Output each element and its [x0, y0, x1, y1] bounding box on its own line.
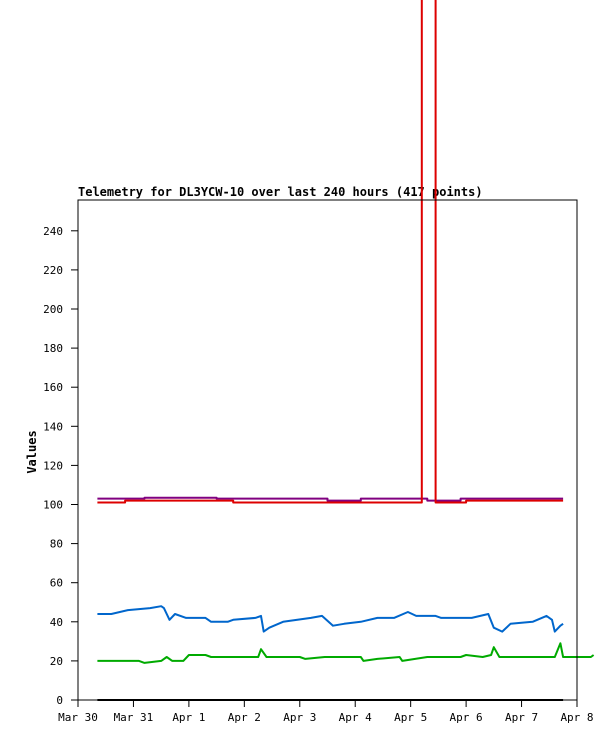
x-tick-label: Apr 5 [394, 711, 427, 724]
y-axis-label: Values [25, 430, 39, 473]
y-tick-label: 220 [43, 264, 63, 277]
series-layer [97, 0, 595, 701]
x-tick-label: Mar 30 [58, 711, 98, 724]
y-tick-label: 20 [50, 655, 63, 668]
y-tick-label: 0 [56, 694, 63, 707]
chart-title: Telemetry for DL3YCW-10 over last 240 ho… [78, 185, 483, 199]
series-line-4 [97, 642, 595, 664]
x-tick-label: Apr 8 [560, 711, 593, 724]
y-tick-label: 120 [43, 459, 63, 472]
x-tick-label: Apr 1 [172, 711, 205, 724]
plot-frame [77, 199, 578, 701]
x-tick-label: Apr 3 [283, 711, 316, 724]
x-tick-label: Mar 31 [114, 711, 154, 724]
y-tick-label: 40 [50, 616, 63, 629]
series-line-2 [97, 0, 564, 504]
y-tick-label: 200 [43, 303, 63, 316]
x-tick-label: Apr 6 [450, 711, 483, 724]
y-tick-label: 80 [50, 538, 63, 551]
x-tick-label: Apr 2 [228, 711, 261, 724]
y-tick-label: 60 [50, 577, 63, 590]
y-tick-label: 240 [43, 225, 63, 238]
x-tick-label: Apr 7 [505, 711, 538, 724]
y-axis: 0 20 40 60 80 100 120 140 160 180 200 220 240 [43, 225, 78, 707]
y-tick-label: 180 [43, 342, 63, 355]
x-tick-label: Apr 4 [339, 711, 372, 724]
series-line-3 [97, 605, 564, 633]
x-axis: Mar 30 Mar 31 Apr 1 Apr 2 Apr 3 Apr 4 Apr 5 Apr… [58, 700, 594, 724]
series-line-1 [97, 496, 564, 502]
y-tick-label: 100 [43, 499, 63, 512]
y-tick-label: 140 [43, 420, 63, 433]
y-tick-label: 160 [43, 381, 63, 394]
